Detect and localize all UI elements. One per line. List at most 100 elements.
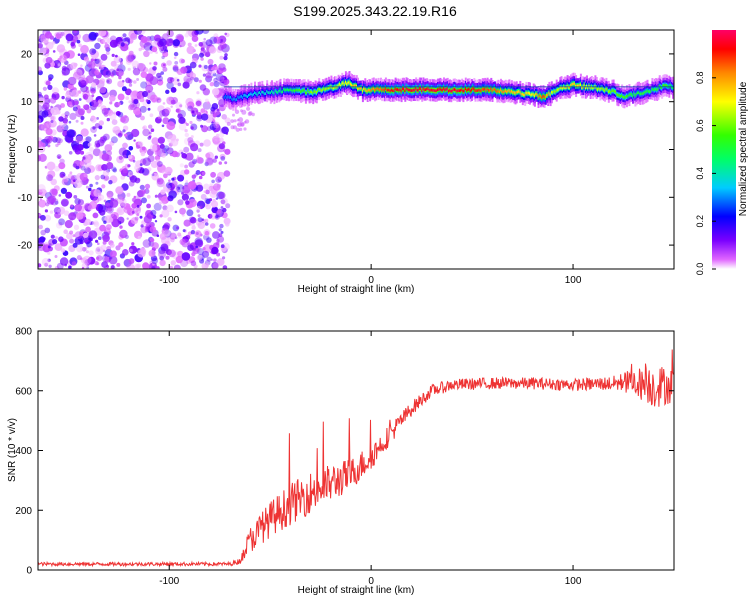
ridge-cell	[472, 87, 475, 90]
ridge-cell	[492, 88, 495, 91]
noise-speckle	[217, 44, 224, 51]
ridge-cell	[246, 95, 249, 99]
y-tick-label: 600	[15, 386, 32, 397]
noise-speckle	[149, 62, 152, 65]
noise-speckle	[153, 202, 162, 211]
noise-speckle	[188, 198, 197, 208]
ridge-cell	[306, 91, 309, 95]
noise-speckle	[57, 156, 61, 159]
noise-speckle	[202, 247, 206, 251]
ridge-cell	[324, 88, 327, 91]
noise-speckle	[214, 139, 218, 143]
noise-speckle	[213, 78, 218, 83]
noise-speckle	[190, 135, 194, 139]
noise-speckle	[76, 144, 84, 151]
ridge-cell	[634, 94, 637, 97]
noise-speckle	[127, 67, 131, 71]
noise-speckle	[86, 108, 92, 114]
noise-speckle	[38, 104, 43, 113]
ridge-cell	[629, 92, 632, 96]
colorbar: 0.0 0.2 0.4 0.6 0.8 Normalized spectral ampl…	[695, 30, 749, 275]
noise-speckle	[72, 71, 81, 80]
ridge-cell	[455, 88, 458, 92]
y-tick-label: -10	[18, 193, 33, 204]
noise-speckle	[63, 57, 67, 61]
noise-speckle	[74, 203, 82, 212]
ridge-cell	[432, 89, 435, 92]
ridge-cell	[571, 83, 574, 86]
ridge-cell	[515, 91, 518, 94]
ridge-cell	[520, 92, 523, 96]
noise-speckle	[84, 167, 91, 175]
noise-speckle	[70, 62, 77, 70]
snr-y-axis-label: SNR (10 * v/v)	[7, 418, 18, 482]
noise-speckle	[45, 202, 50, 207]
noise-speckle	[165, 89, 170, 95]
noise-speckle	[174, 210, 178, 214]
ridge-cell	[393, 89, 396, 92]
noise-speckle	[176, 78, 180, 82]
noise-speckle	[44, 31, 52, 39]
noise-speckle	[116, 68, 119, 71]
noise-speckle	[122, 129, 126, 133]
ridge-cell	[469, 89, 472, 93]
noise-speckle	[62, 117, 68, 124]
noise-speckle	[154, 220, 158, 223]
snr-panel: -100 0 100 0 200 400 600 800 Height of straigh…	[7, 327, 675, 596]
noise-speckle	[54, 243, 63, 252]
noise-speckle	[190, 123, 198, 131]
noise-speckle	[124, 163, 130, 169]
noise-speckle	[80, 247, 84, 251]
ridge-cell	[638, 91, 641, 94]
noise-speckle	[87, 61, 96, 69]
noise-speckle	[182, 229, 186, 233]
noise-speckle	[150, 128, 155, 132]
noise-speckle	[59, 174, 64, 179]
noise-speckle	[91, 48, 97, 54]
noise-speckle	[38, 263, 42, 268]
ridge-cell	[664, 83, 667, 87]
noise-speckle	[57, 208, 64, 216]
noise-speckle	[140, 115, 145, 121]
noise-speckle	[84, 218, 92, 226]
noise-speckle	[98, 204, 107, 213]
ridge-cell	[518, 90, 521, 93]
noise-speckle	[55, 143, 59, 148]
noise-speckle	[62, 176, 69, 183]
ridge-cell	[256, 93, 259, 97]
noise-speckle	[146, 203, 152, 209]
noise-speckle	[76, 39, 81, 44]
noise-speckle	[176, 184, 185, 193]
ridge-cell	[602, 88, 605, 92]
noise-speckle	[120, 201, 127, 208]
noise-speckle	[74, 179, 83, 189]
noise-speckle	[51, 188, 58, 195]
ridge-cell	[411, 89, 414, 92]
noise-speckle	[55, 222, 63, 229]
colorbar-tick-label: 0.8	[695, 72, 705, 85]
noise-speckle	[38, 110, 47, 120]
noise-speckle	[69, 104, 73, 109]
x-tick-label: 0	[368, 275, 374, 286]
noise-speckle	[116, 207, 125, 216]
ridge-cell	[346, 82, 349, 86]
noise-speckle	[48, 195, 56, 204]
ridge-cell	[283, 87, 286, 91]
ridge-cell	[388, 88, 391, 92]
y-tick-label: 800	[15, 327, 32, 338]
noise-speckle	[150, 209, 157, 216]
noise-speckle	[183, 75, 192, 84]
noise-speckle	[192, 224, 196, 227]
noise-speckle	[134, 264, 140, 269]
noise-speckle	[213, 258, 217, 263]
noise-speckle	[44, 135, 53, 145]
noise-speckle	[204, 218, 209, 223]
noise-speckle	[108, 217, 114, 223]
noise-speckle	[170, 138, 179, 147]
noise-speckle	[38, 242, 46, 252]
ridge-cell	[238, 96, 241, 99]
noise-speckle	[46, 174, 54, 182]
ridge-cell	[281, 90, 284, 94]
